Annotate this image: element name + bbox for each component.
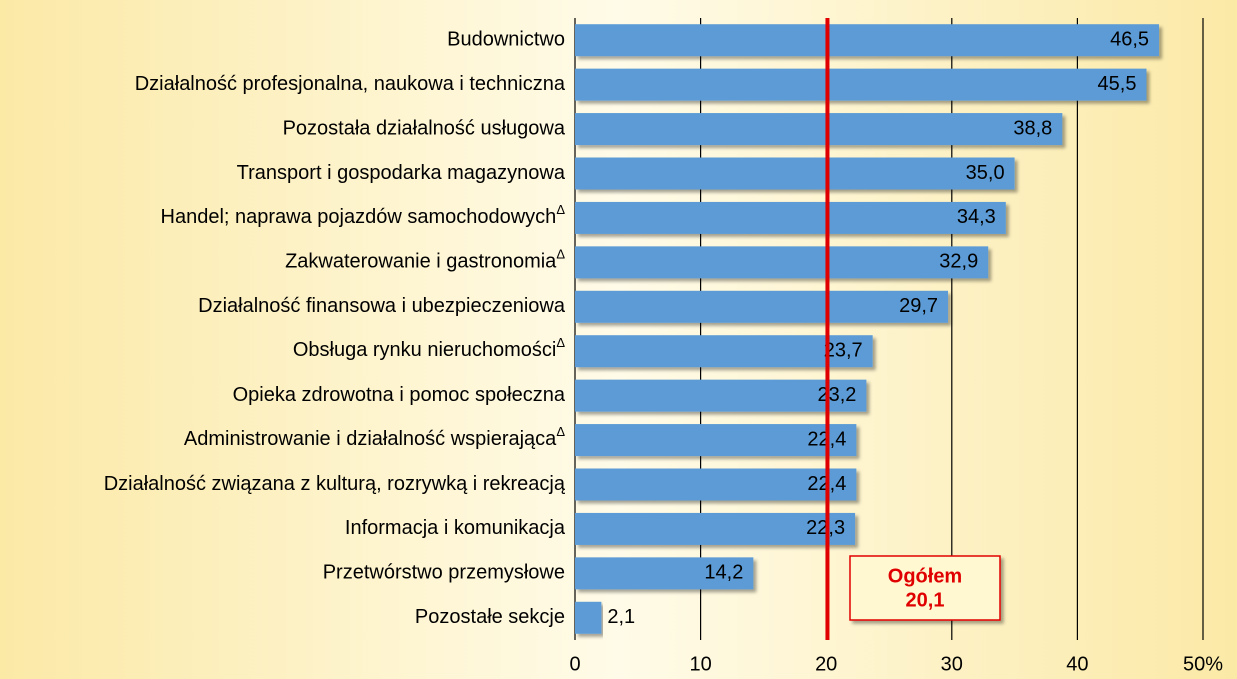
x-tick-label: 0 <box>569 653 580 675</box>
y-tick-label: Budownictwo <box>447 28 565 50</box>
y-tick-label: Przetwórstwo przemysłowe <box>323 562 565 584</box>
value-label: 23,2 <box>817 384 856 406</box>
bars <box>575 24 1160 634</box>
bar <box>575 335 873 368</box>
value-label: 23,7 <box>824 339 863 361</box>
value-label: 2,1 <box>607 606 635 628</box>
x-tick-label: 40 <box>1066 653 1088 675</box>
value-label: 34,3 <box>957 206 996 228</box>
value-label: 46,5 <box>1110 28 1149 50</box>
bar <box>575 68 1147 101</box>
value-label: 14,2 <box>704 562 743 584</box>
y-tick-label: Pozostałe sekcje <box>415 606 565 628</box>
bar <box>575 379 867 412</box>
bar <box>575 601 602 634</box>
bar <box>575 468 857 501</box>
y-tick-label: Informacja i komunikacja <box>345 517 566 539</box>
bar <box>575 424 857 457</box>
x-tick-label: 50% <box>1183 653 1223 675</box>
y-tick-label: Zakwaterowanie i gastronomiaΔ <box>285 247 565 273</box>
y-tick-label: Działalność finansowa i ubezpieczeniowa <box>198 295 566 317</box>
bar <box>575 557 754 590</box>
y-tick-label: Działalność profesjonalna, naukowa i tec… <box>135 73 566 95</box>
value-label: 32,9 <box>939 251 978 273</box>
bar <box>575 113 1063 146</box>
x-tick-label: 20 <box>815 653 837 675</box>
value-label: 45,5 <box>1098 73 1137 95</box>
reference-value: 20,1 <box>906 589 945 611</box>
y-tick-label: Pozostała działalność usługowa <box>283 117 566 139</box>
y-tick-label: Działalność związana z kulturą, rozrywką… <box>104 473 566 495</box>
value-label: 29,7 <box>899 295 938 317</box>
reference-label: Ogółem <box>888 565 962 587</box>
bar <box>575 24 1160 57</box>
value-label: 38,8 <box>1013 117 1052 139</box>
value-label: 35,0 <box>966 162 1005 184</box>
y-tick-label: Administrowanie i działalność wspierając… <box>184 425 565 451</box>
x-tick-label: 10 <box>689 653 711 675</box>
reference-box <box>849 555 1001 621</box>
bar <box>575 512 856 545</box>
bar <box>575 246 989 279</box>
x-tick-label: 30 <box>941 653 963 675</box>
bar <box>575 290 949 323</box>
y-tick-label: Transport i gospodarka magazynowa <box>237 162 566 184</box>
bar <box>575 157 1015 190</box>
y-tick-label: Handel; naprawa pojazdów samochodowychΔ <box>161 202 566 228</box>
y-tick-label: Opieka zdrowotna i pomoc społeczna <box>233 384 566 406</box>
y-tick-label: Obsługa rynku nieruchomościΔ <box>293 336 565 362</box>
bar <box>575 201 1006 234</box>
